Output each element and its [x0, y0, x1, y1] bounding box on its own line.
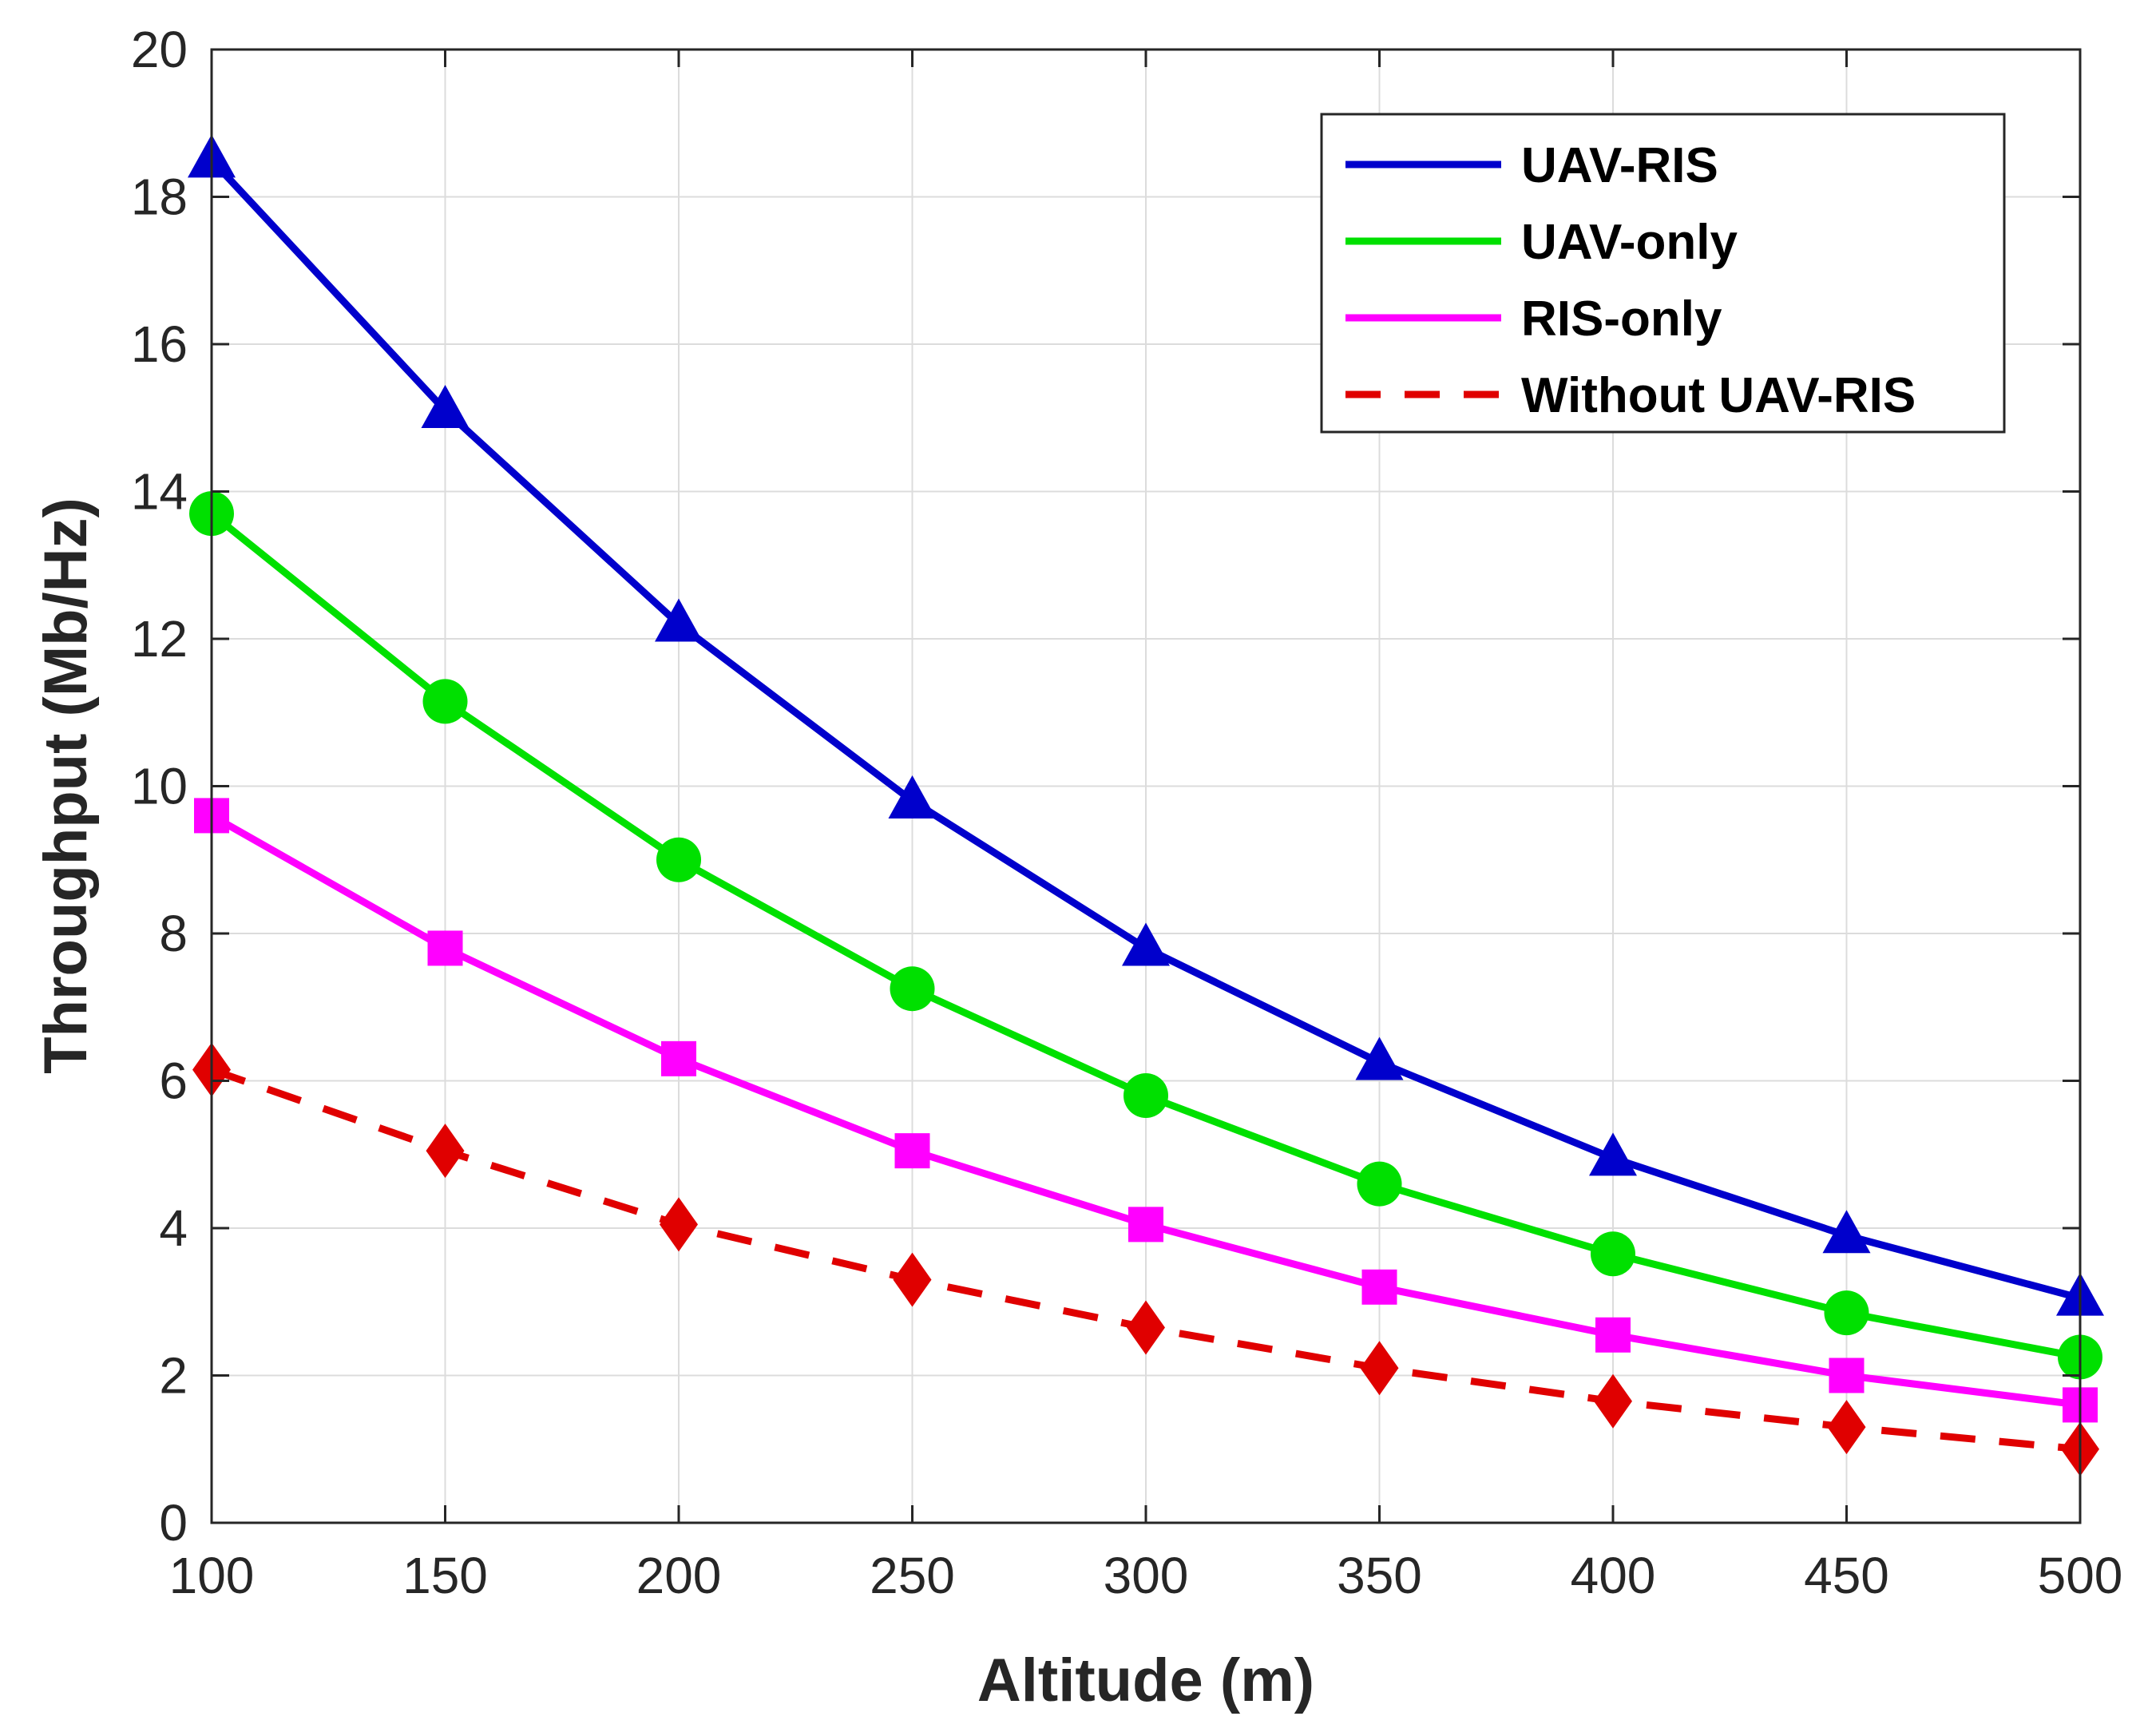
data-point-uav-only [890, 966, 935, 1012]
data-point-ris-only [894, 1133, 930, 1169]
series-without-uav-ris [192, 1042, 2099, 1476]
legend: UAV-RIS UAV-only RIS-only Without UAV-RIS [1320, 113, 2006, 434]
x-tick-label: 150 [402, 1547, 488, 1604]
data-point-uav-only [656, 837, 701, 882]
data-point-uav-ris [655, 598, 703, 642]
data-point-ris-only [661, 1040, 696, 1076]
data-point-uav-only [422, 679, 468, 724]
legend-label-uav-ris: UAV-RIS [1521, 138, 1718, 193]
data-point-without-uav-ris [893, 1252, 932, 1307]
x-tick-label: 500 [2038, 1547, 2123, 1604]
y-tick-label: 0 [159, 1494, 188, 1552]
y-tick-label: 18 [131, 168, 188, 226]
y-tick-label: 2 [159, 1347, 188, 1405]
y-tick-label: 14 [131, 463, 188, 521]
series-uav-only [189, 491, 2102, 1380]
data-point-ris-only [1595, 1317, 1631, 1353]
data-point-uav-ris [1122, 922, 1170, 966]
data-point-uav-only [1591, 1231, 1635, 1277]
ticks: 100 150 200 250 300 350 400 450 500 0 2 4 6 8 10 12 14 16… [131, 21, 2123, 1604]
y-tick-label: 16 [131, 315, 188, 373]
data-point-ris-only [1829, 1357, 1865, 1393]
series-layer [188, 134, 2104, 1476]
x-tick-label: 200 [636, 1547, 722, 1604]
y-tick-label: 10 [131, 758, 188, 815]
data-point-ris-only [1361, 1269, 1397, 1305]
data-point-uav-only [1357, 1161, 1402, 1207]
data-point-without-uav-ris [1594, 1373, 1632, 1429]
data-point-without-uav-ris [660, 1197, 698, 1252]
data-point-without-uav-ris [1127, 1300, 1165, 1355]
x-tick-label: 400 [1571, 1547, 1656, 1604]
x-tick-label: 100 [169, 1547, 255, 1604]
y-tick-label: 12 [131, 610, 188, 668]
legend-label-uav-only: UAV-only [1521, 215, 1738, 270]
x-tick-label: 300 [1104, 1547, 1189, 1604]
data-point-uav-ris [1822, 1210, 1871, 1254]
data-point-uav-ris [1589, 1132, 1637, 1176]
y-tick-label: 20 [131, 21, 188, 78]
data-point-uav-only [1124, 1072, 1168, 1118]
data-point-uav-ris [421, 385, 470, 429]
x-axis-label: Altitude (m) [977, 1647, 1314, 1714]
data-point-uav-only [1824, 1290, 1869, 1336]
y-tick-label: 6 [159, 1052, 188, 1110]
y-tick-label: 4 [159, 1199, 188, 1257]
legend-label-without-uav-ris: Without UAV-RIS [1521, 368, 1916, 423]
data-point-ris-only [1128, 1207, 1163, 1243]
x-tick-label: 450 [1804, 1547, 1889, 1604]
data-point-without-uav-ris [1360, 1341, 1399, 1396]
x-tick-label: 350 [1337, 1547, 1422, 1604]
data-point-uav-ris [1355, 1036, 1404, 1080]
series-uav-ris [188, 134, 2104, 1316]
x-tick-label: 250 [870, 1547, 955, 1604]
y-axis-label: Throughput (Mb/Hz) [32, 497, 100, 1074]
data-point-without-uav-ris [1827, 1400, 1866, 1455]
data-point-uav-ris [888, 775, 937, 818]
data-point-ris-only [427, 930, 463, 966]
legend-label-ris-only: RIS-only [1521, 291, 1722, 347]
data-point-without-uav-ris [426, 1124, 465, 1179]
y-tick-label: 8 [159, 905, 188, 962]
